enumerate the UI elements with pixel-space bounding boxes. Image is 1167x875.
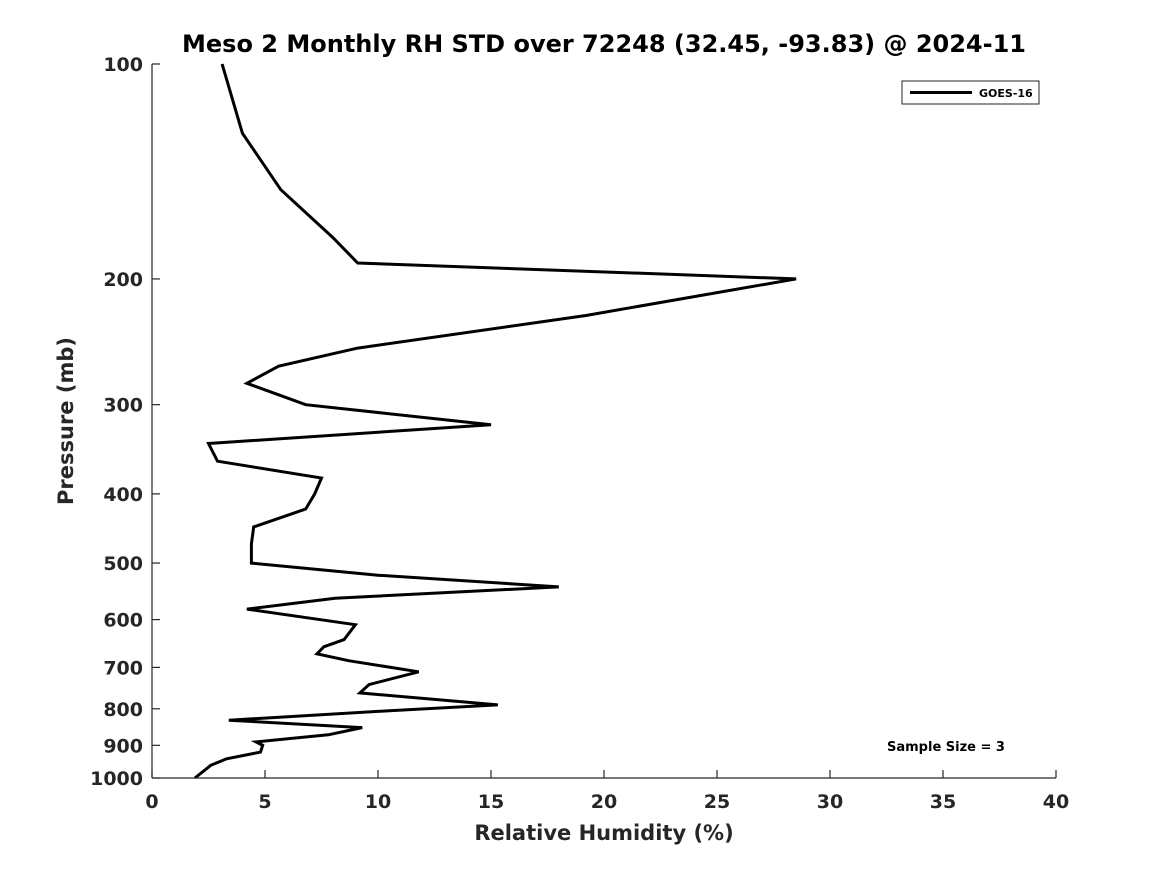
x-tick-label: 35	[930, 791, 956, 813]
plot-area	[193, 63, 797, 780]
x-tick-label: 15	[478, 791, 504, 813]
x-tick-label: 20	[591, 791, 617, 813]
y-tick-label: 800	[103, 699, 143, 721]
x-axis-label: Relative Humidity (%)	[474, 821, 733, 845]
y-axis-label: Pressure (mb)	[54, 337, 78, 505]
sample-size-note: Sample Size = 3	[887, 740, 1005, 755]
legend: GOES-16	[901, 80, 1040, 105]
x-tick-label: 25	[704, 791, 730, 813]
y-tick-label: 600	[103, 610, 143, 632]
x-tick-label: 5	[258, 791, 271, 813]
y-tick-label: 300	[103, 395, 143, 417]
y-tick-label: 200	[103, 269, 143, 291]
x-tick-label: 10	[365, 791, 391, 813]
legend-label: GOES-16	[979, 87, 1033, 100]
series-line-0	[193, 63, 797, 780]
y-tick-label: 100	[103, 54, 143, 76]
y-tick-label: 700	[103, 657, 143, 679]
y-tick-label: 500	[103, 553, 143, 575]
y-tick-label: 900	[103, 735, 143, 757]
chart-title: Meso 2 Monthly RH STD over 72248 (32.45,…	[182, 30, 1026, 58]
x-ticks: 0 5 10 15 20 25 30 35 40	[145, 770, 1069, 813]
y-ticks: 100 200 300 400 500 600 700 800 900 1000	[90, 54, 160, 790]
x-tick-label: 30	[817, 791, 843, 813]
x-tick-label: 0	[145, 791, 158, 813]
y-tick-label: 1000	[90, 768, 143, 790]
y-tick-label: 400	[103, 484, 143, 506]
x-tick-label: 40	[1043, 791, 1069, 813]
